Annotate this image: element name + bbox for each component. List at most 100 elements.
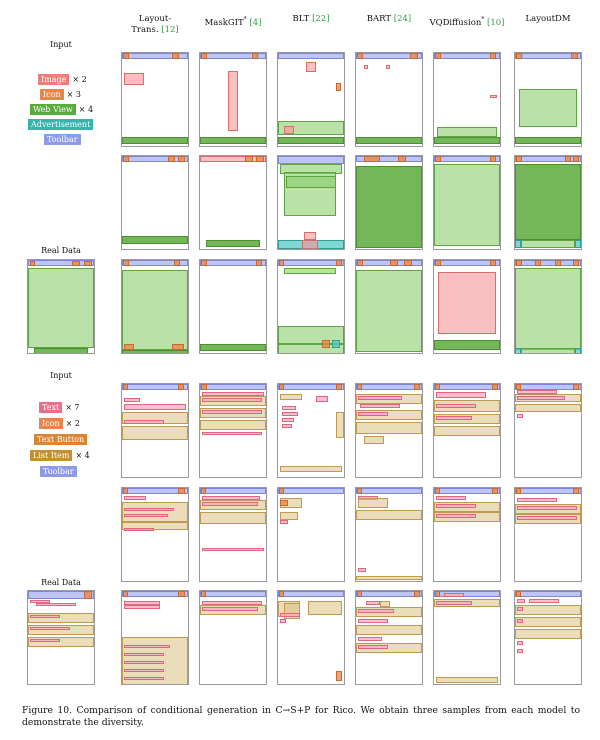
list-item-box [356, 625, 422, 635]
legend-chip-toolbar-b: Toolbar [40, 466, 77, 477]
web-view-box [122, 350, 188, 353]
icon-box [565, 156, 571, 162]
icon-box [256, 156, 264, 162]
sample-panel [355, 52, 423, 147]
toolbar-box [356, 53, 422, 59]
text-box [30, 600, 50, 603]
legend-chip-text: Text [39, 402, 63, 413]
list-item-box [122, 637, 188, 684]
toolbar-box [122, 488, 188, 494]
real-data-label-top: Real Data [41, 246, 81, 255]
icon-box [516, 156, 522, 162]
icon-box [252, 53, 258, 59]
toolbar-box [278, 384, 344, 390]
icon-box [201, 53, 207, 59]
text-box [358, 637, 382, 641]
image-box [364, 65, 368, 69]
sample-panel [433, 259, 501, 354]
list-item-box [356, 510, 422, 520]
text-box [360, 404, 400, 408]
text-box [366, 601, 380, 605]
text-box [202, 601, 262, 605]
image-box [490, 95, 497, 98]
list-item-box [364, 436, 384, 444]
text-box [358, 396, 402, 400]
icon-box [571, 53, 578, 59]
icon-box [573, 260, 579, 266]
image-box [302, 240, 318, 249]
text-box [282, 412, 298, 416]
list-item-box [356, 576, 422, 580]
icon-box [435, 156, 441, 162]
text-box [124, 514, 168, 517]
text-box [30, 639, 60, 642]
sample-panel [355, 383, 423, 478]
sample-panel [433, 52, 501, 147]
column-header-vqdiffusion: VQDiffusion* [10] [429, 16, 505, 28]
toolbar-box [515, 384, 581, 390]
icon-box [336, 384, 342, 390]
web-view-box [200, 137, 266, 144]
text-box [517, 506, 577, 510]
icon-box [357, 488, 362, 494]
web-view-box [437, 127, 497, 137]
sample-panel [433, 383, 501, 478]
list-item-box [122, 522, 188, 530]
list-item-box [356, 643, 422, 653]
list-item-box [280, 466, 342, 472]
text-box [358, 568, 366, 572]
icon-box [201, 384, 207, 390]
toolbar-box [200, 260, 266, 266]
text-box [202, 410, 262, 414]
icon-box [410, 53, 418, 59]
text-box [517, 607, 523, 611]
column-header-blt: BLT [22] [292, 14, 330, 24]
image-box [124, 73, 144, 85]
text-box [517, 414, 523, 418]
text-box [358, 619, 388, 623]
sample-panel [199, 52, 267, 147]
web-view-box [356, 166, 422, 248]
web-view-box [278, 137, 344, 144]
real-data-label-bottom: Real Data [41, 578, 81, 587]
text-box [124, 528, 154, 531]
text-box [202, 548, 264, 551]
icon-box [516, 53, 522, 59]
icon-box [516, 260, 522, 266]
icon-box [357, 260, 363, 266]
text-box [517, 599, 525, 603]
icon-box [256, 260, 262, 266]
column-header-bart: BART [24] [366, 14, 412, 24]
text-box [517, 390, 557, 394]
toolbar-box [278, 260, 344, 266]
sample-panel [199, 487, 267, 582]
sample-panel [514, 590, 582, 685]
text-box [436, 504, 476, 508]
web-view-box [278, 344, 344, 353]
legend-item-text-button: Text Button [34, 434, 88, 445]
web-view-box [278, 326, 344, 344]
text-box [436, 601, 472, 605]
icon-box [201, 260, 207, 266]
icon-box [573, 488, 579, 494]
list-item-box [28, 625, 94, 635]
icon-box [124, 344, 134, 350]
text-box [124, 398, 140, 402]
icon-box [516, 488, 521, 494]
icon-box [398, 156, 406, 162]
icon-box [201, 591, 206, 597]
sample-panel [433, 590, 501, 685]
list-item-box [336, 412, 344, 438]
web-view-box [278, 121, 344, 135]
advertisement-box [515, 348, 521, 353]
icon-box [492, 384, 498, 390]
image-box [228, 71, 238, 131]
icon-box [435, 591, 440, 597]
icon-box [178, 156, 185, 162]
icon-box [435, 260, 441, 266]
toolbar-box [278, 591, 344, 597]
text-box [436, 496, 466, 500]
icon-box [30, 261, 35, 266]
text-box [517, 516, 577, 520]
icon-box [357, 53, 363, 59]
